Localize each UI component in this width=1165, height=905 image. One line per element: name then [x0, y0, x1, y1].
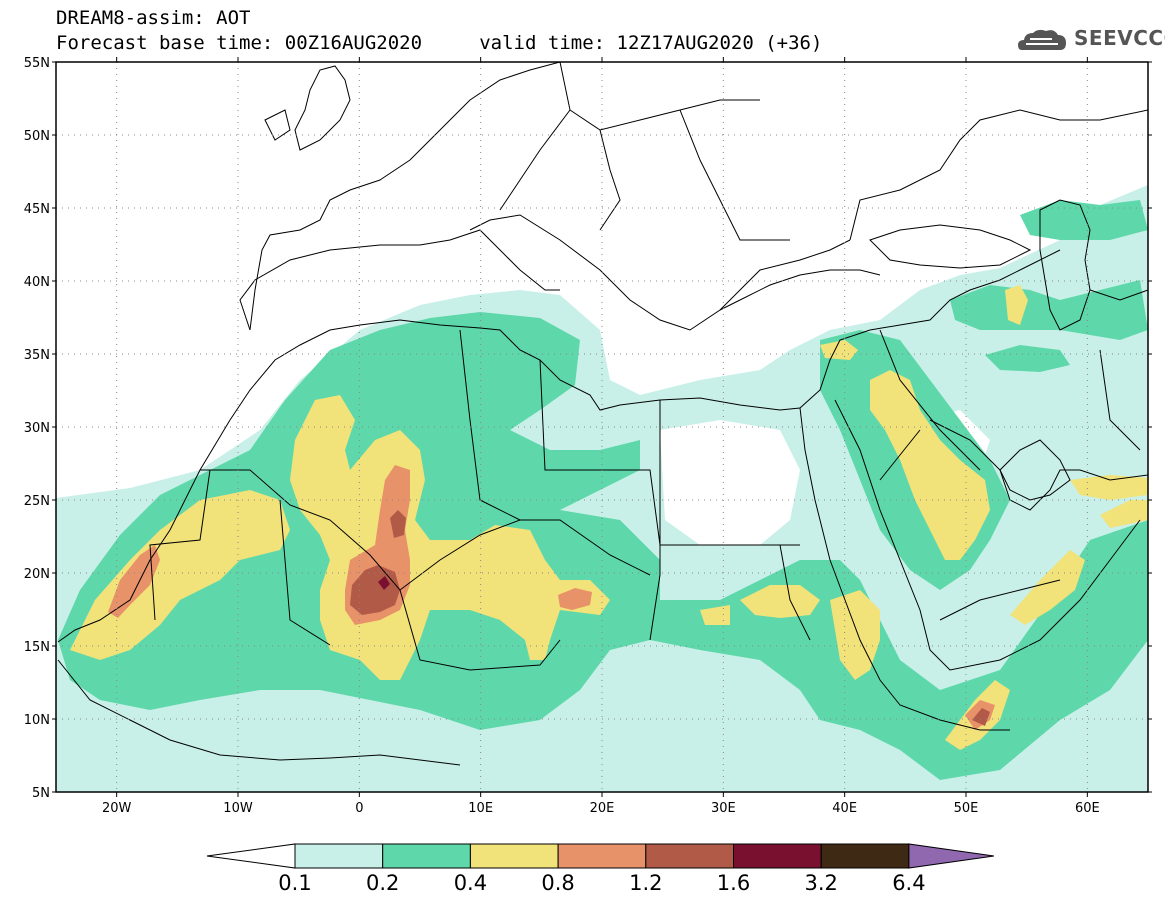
- lat-tick-label: 20N: [24, 567, 50, 582]
- lon-tick-label: 40E: [832, 801, 857, 816]
- colorbar-low-extend: [206, 843, 296, 869]
- colorbar-bin: [733, 843, 822, 869]
- aot-level-1.6: [378, 576, 390, 590]
- colorbar-label: 0.8: [541, 871, 574, 895]
- seevccc-logo-text: SEEVCCC: [1074, 26, 1165, 50]
- cloud-icon: [1018, 29, 1066, 50]
- colorbar-label: 6.4: [892, 871, 925, 895]
- map-axes: 55N 50N 45N 40N 35N 30N 25N 20N 15N 10N 5N 20W 10W 0 1…: [24, 56, 1152, 816]
- colorbar-bin: [820, 843, 910, 869]
- colorbar-bin: [469, 843, 559, 869]
- colorbar-high-extend: [908, 843, 994, 869]
- aot-level-1.2: [350, 510, 990, 726]
- lat-tick-label: 50N: [24, 129, 50, 144]
- lon-tick-label: 0: [355, 801, 363, 816]
- lat-tick-label: 30N: [24, 421, 50, 436]
- colorbar-bin: [645, 843, 734, 869]
- lat-tick-label: 25N: [24, 494, 50, 509]
- colorbar-bin: [382, 843, 471, 869]
- coastlines: [57, 62, 1148, 766]
- lat-tick-label: 5N: [32, 786, 50, 801]
- lat-tick-label: 10N: [24, 713, 50, 728]
- lon-tick-label: 30E: [711, 801, 736, 816]
- lon-tick-label: 50E: [954, 801, 979, 816]
- lat-tick-label: 35N: [24, 348, 50, 363]
- colorbar-bin: [294, 843, 384, 869]
- lon-tick-label: 10E: [468, 801, 493, 816]
- colorbar-label: 0.2: [366, 871, 399, 895]
- colorbar-label: 1.2: [629, 871, 662, 895]
- colorbar: 0.1 0.2 0.4 0.8 1.2 1.6 3.2 6.4: [206, 843, 994, 895]
- colorbar-label: 3.2: [804, 871, 837, 895]
- lon-tick-label: 60E: [1075, 801, 1100, 816]
- colorbar-bin: [557, 843, 647, 869]
- lat-tick-label: 15N: [24, 640, 50, 655]
- forecast-time-line: Forecast base time: 00Z16AUG2020 valid t…: [56, 32, 823, 54]
- colorbar-label: 0.4: [454, 871, 487, 895]
- chart-title: DREAM8-assim: AOT: [56, 7, 251, 29]
- lat-tick-label: 55N: [24, 56, 50, 71]
- lon-tick-label: 10W: [223, 801, 253, 816]
- lon-tick-label: 20E: [590, 801, 615, 816]
- lat-tick-label: 40N: [24, 275, 50, 290]
- lat-tick-label: 45N: [24, 202, 50, 217]
- colorbar-label: 1.6: [717, 871, 750, 895]
- lon-tick-label: 20W: [102, 801, 132, 816]
- map-grid: [56, 62, 1148, 792]
- colorbar-label: 0.1: [278, 871, 311, 895]
